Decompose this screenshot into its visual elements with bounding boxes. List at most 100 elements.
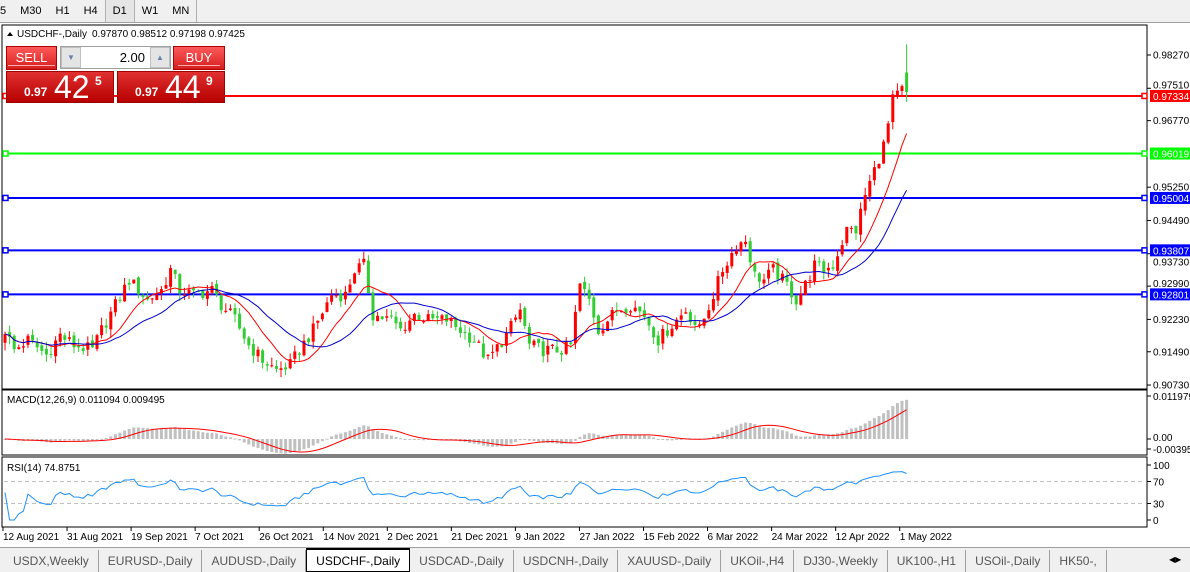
candle — [629, 309, 633, 316]
buy-price-fraction: 9 — [206, 74, 213, 88]
candle-body — [661, 328, 665, 344]
timeframe-m5[interactable]: 5 — [0, 5, 7, 17]
timeframe-m30[interactable]: M30 — [20, 5, 42, 17]
candle-body — [877, 163, 881, 169]
chart-tab[interactable]: HK50-, — [1050, 550, 1107, 572]
scroll-right-icon[interactable]: ▶ — [1175, 555, 1182, 564]
timeframe-toolbar: 5 M30 H1 H4 D1 W1 MN — [0, 0, 1190, 23]
macd-histogram-bar — [343, 432, 347, 439]
candle — [173, 269, 177, 279]
chart-tab[interactable]: USOil-,Daily — [966, 550, 1051, 572]
chart-tab[interactable]: USDCHF-,Daily — [306, 548, 411, 572]
candle — [504, 327, 508, 354]
rsi-tick-label: 0 — [1153, 516, 1159, 527]
macd-histogram-bar — [895, 403, 899, 439]
candle — [656, 331, 660, 354]
macd-histogram-bar — [242, 439, 246, 443]
candle-body — [380, 316, 384, 319]
scroll-left-icon[interactable]: ◀ — [1169, 555, 1176, 564]
timeframe-mn[interactable]: MN — [172, 5, 190, 17]
date-label: 6 Mar 2022 — [708, 532, 759, 543]
macd-histogram-bar — [716, 433, 720, 439]
sell-button[interactable]: SELL — [6, 46, 57, 70]
line-handle — [2, 291, 9, 298]
candle-body — [58, 333, 62, 342]
candle-body — [900, 86, 904, 91]
candle-body — [348, 284, 352, 293]
candle-body — [670, 328, 674, 337]
candle — [486, 354, 490, 360]
chart-tab[interactable]: UKOil-,H4 — [721, 550, 795, 572]
line-price-label-bg — [1150, 288, 1190, 301]
candle-body — [330, 295, 334, 302]
candle — [297, 352, 301, 361]
candle-body — [182, 294, 186, 296]
buy-button[interactable]: BUY — [173, 46, 225, 70]
timeframe-d1[interactable]: D1 — [104, 0, 134, 22]
tab-scroll-arrows[interactable]: ◀▶ — [1168, 547, 1190, 572]
timeframe-h4[interactable]: H4 — [83, 5, 98, 17]
candle-body — [785, 275, 789, 282]
candle-body — [86, 342, 90, 350]
date-label: 12 Apr 2022 — [836, 532, 890, 543]
candle — [40, 341, 44, 356]
candle — [799, 285, 803, 306]
candle — [445, 314, 449, 327]
candle — [339, 289, 343, 308]
macd-tick-label: 0.011979 — [1153, 392, 1190, 403]
sell-price-fraction: 5 — [95, 74, 102, 88]
increase-lot-button[interactable]: ▲ — [150, 47, 170, 68]
chart-tab[interactable]: XAUUSD-,Daily — [618, 550, 722, 572]
chart-tab[interactable]: AUDUSD-,Daily — [202, 550, 307, 572]
candle-body — [81, 348, 85, 352]
candle — [550, 344, 554, 350]
candle — [261, 348, 265, 369]
timeframe-w1[interactable]: W1 — [133, 0, 166, 22]
macd-histogram-bar — [100, 438, 104, 440]
chart-area[interactable]: 0.98270 0.96770 0.95250 0.94490 0.92990 0.922… — [0, 0, 1190, 547]
candle — [840, 239, 844, 257]
candle — [224, 303, 228, 314]
candle-body — [486, 354, 490, 356]
candle-body — [523, 307, 527, 326]
chart-tab[interactable]: DJ30-,Weekly — [794, 550, 888, 572]
macd-histogram-bar — [836, 433, 840, 439]
sell-price[interactable]: 0.97 42 5 — [6, 69, 114, 105]
lot-size-stepper[interactable]: ▼ ▲ — [60, 46, 171, 69]
decrease-lot-button[interactable]: ▼ — [61, 47, 81, 68]
date-label: 21 Dec 2021 — [451, 532, 508, 543]
sell-price-pips: 42 — [54, 69, 90, 105]
candle-body — [187, 289, 191, 294]
candle-body — [40, 345, 44, 351]
candle — [132, 279, 136, 284]
macd-histogram-bar — [403, 439, 407, 440]
timeframe-h1[interactable]: H1 — [55, 5, 70, 17]
candle — [104, 318, 108, 334]
macd-histogram-bar — [219, 435, 223, 439]
macd-histogram-bar — [550, 439, 554, 444]
candle-body — [265, 364, 269, 366]
macd-histogram-bar — [426, 439, 430, 440]
collapse-triangle-icon[interactable] — [7, 32, 13, 36]
candle-body — [109, 311, 113, 330]
candle — [307, 337, 311, 346]
candle — [127, 279, 131, 291]
chart-tab[interactable]: USDX,Weekly — [4, 550, 99, 572]
candle — [389, 309, 393, 319]
candle — [17, 344, 21, 350]
candle — [463, 325, 467, 340]
chart-tab[interactable]: USDCNH-,Daily — [514, 550, 619, 572]
lot-size-input[interactable] — [81, 47, 150, 68]
date-label: 2 Dec 2021 — [387, 532, 439, 543]
chart-ohlc-values: 0.97870 0.98512 0.97198 0.97425 — [92, 29, 245, 40]
chart-tab[interactable]: UK100-,H1 — [888, 550, 967, 572]
macd-tick-label: 0.00 — [1153, 433, 1173, 444]
candle — [376, 311, 380, 322]
chart-tab[interactable]: USDCAD-,Daily — [410, 550, 514, 572]
candle-body — [293, 351, 297, 359]
candle-body — [17, 347, 21, 350]
chart-tab[interactable]: EURUSD-,Daily — [99, 550, 203, 572]
date-label: 19 Sep 2021 — [131, 532, 188, 543]
buy-price[interactable]: 0.97 44 9 — [117, 69, 225, 105]
candle-body — [362, 258, 366, 263]
